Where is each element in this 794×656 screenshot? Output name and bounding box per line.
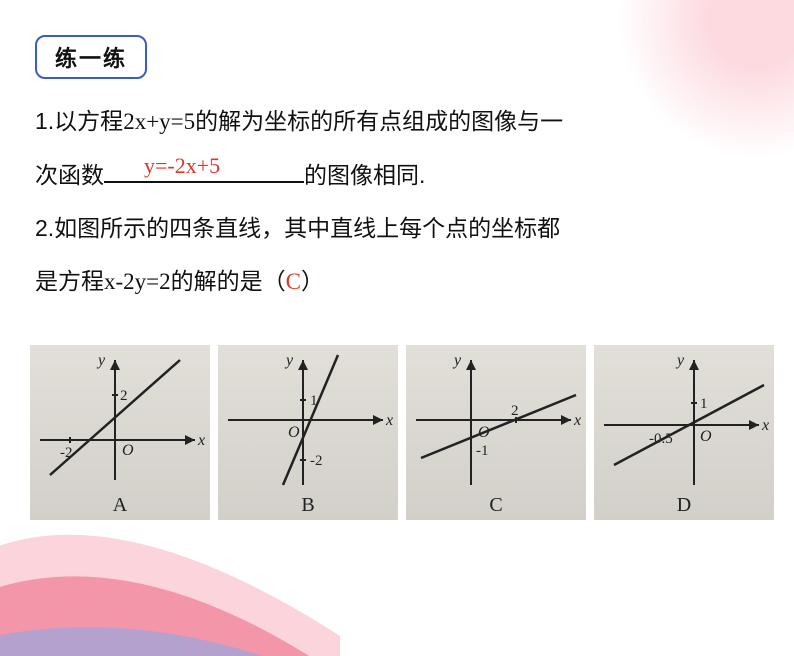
graph-b-upper-ytick: 1	[310, 393, 318, 409]
graph-d-box: x y O 1 -0.5 D	[594, 345, 774, 520]
graph-a-label: A	[113, 494, 127, 517]
question-2-line-1: 2.如图所示的四条直线，其中直线上每个点的坐标都	[35, 202, 759, 255]
graph-c-xtick: 2	[511, 403, 519, 419]
graph-a-xtick: -2	[60, 445, 73, 461]
graph-b-lower-ytick: -2	[310, 453, 323, 469]
graph-d-label: D	[677, 494, 691, 517]
graph-c-ytick: -1	[476, 443, 489, 459]
practice-header-text: 练一练	[55, 46, 127, 71]
graph-d-ytick: 1	[700, 396, 708, 412]
q2-mid: 的解的是（	[171, 268, 286, 294]
graph-d-svg: x y O 1 -0.5	[594, 345, 774, 490]
graph-a-ytick: 2	[120, 388, 128, 404]
q1-answer: y=-2x+5	[144, 141, 220, 192]
svg-text:y: y	[284, 352, 294, 369]
graph-b-label: B	[301, 494, 314, 517]
graph-b-box: x y O 1 -2 B	[218, 345, 398, 520]
question-1-line-2: 次函数y=-2x+5的图像相同.	[35, 149, 759, 202]
graph-c-origin: O	[478, 424, 490, 441]
svg-text:x: x	[761, 417, 769, 434]
practice-header-box: 练一练	[35, 35, 147, 79]
q2-answer: C	[286, 269, 301, 294]
blank-container: y=-2x+5	[104, 149, 304, 202]
question-2-line-2: 是方程x-2y=2的解的是（C）	[35, 255, 759, 309]
graph-c-label: C	[489, 494, 502, 517]
content-area: 1.以方程2x+y=5的解为坐标的所有点组成的图像与一 次函数y=-2x+5的图…	[35, 95, 759, 309]
q2-equation: x-2y=2	[104, 269, 171, 294]
q1-mid: 的解为坐标的所有点组成的图像与一	[195, 108, 563, 134]
q1-line2-suffix: 的图像相同.	[304, 162, 425, 188]
graph-d-xtick: -0.5	[649, 431, 673, 447]
svg-text:x: x	[385, 412, 393, 429]
graph-a-box: x y O 2 -2 A	[30, 345, 210, 520]
svg-text:x: x	[573, 412, 581, 429]
graph-a-svg: x y O 2 -2	[30, 345, 210, 490]
q2-line2-prefix: 是方程	[35, 268, 104, 294]
svg-text:y: y	[675, 352, 685, 369]
svg-text:y: y	[96, 352, 106, 369]
q1-equation: 2x+y=5	[123, 109, 195, 134]
q1-line2-prefix: 次函数	[35, 162, 104, 188]
q1-prefix: 1.以方程	[35, 108, 123, 134]
graph-c-box: x y O -1 2 C	[406, 345, 586, 520]
q2-suffix: ）	[301, 268, 324, 294]
graph-d-origin: O	[700, 428, 712, 445]
svg-text:y: y	[452, 352, 462, 369]
graph-b-svg: x y O 1 -2	[218, 345, 398, 490]
graph-a-origin: O	[122, 442, 134, 459]
graph-c-svg: x y O -1 2	[406, 345, 586, 490]
graphs-row: x y O 2 -2 A x y O 1 -2 B	[30, 345, 774, 520]
graph-b-origin: O	[288, 424, 300, 441]
q2-prefix: 2.如图所示的四条直线，其中直线上每个点的坐标都	[35, 215, 560, 241]
svg-text:x: x	[197, 432, 205, 449]
